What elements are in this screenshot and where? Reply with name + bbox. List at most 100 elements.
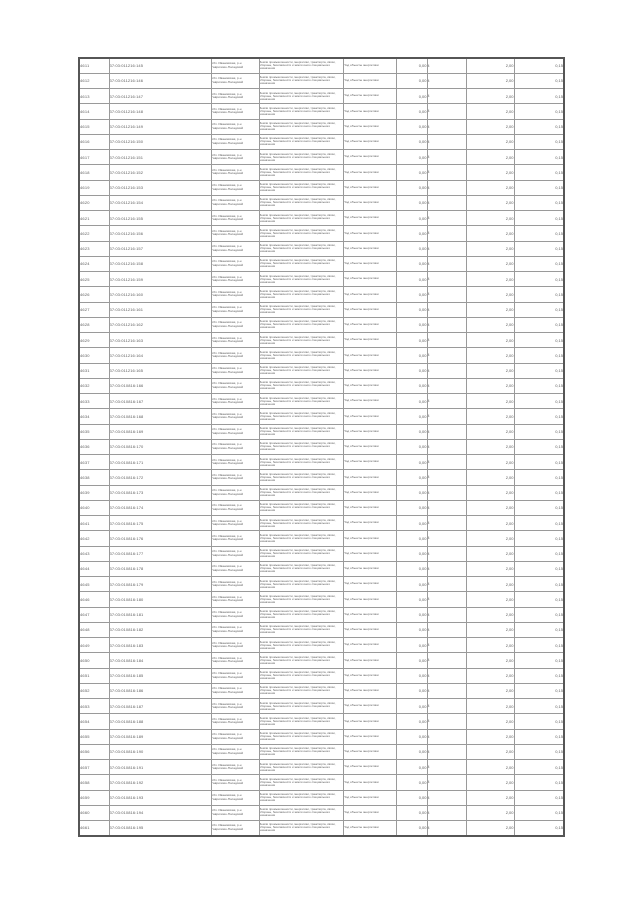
- value-2-cell: 2,00: [465, 621, 515, 639]
- cadastral-number-cell: 37:03:011216:165: [108, 362, 212, 379]
- value-2-cell: 2,00: [465, 347, 515, 364]
- cadastral-number-cell: 37:03:011216:154: [108, 194, 212, 212]
- cadastral-number-cell: 37:03:010816:180: [108, 591, 212, 608]
- table-row: 4643 37:03:010816:177 обл. Ивановская, р-н…: [78, 545, 565, 562]
- value-2-cell: 2,00: [465, 87, 515, 105]
- location-cell: обл. Ивановская, р-н Гаврилово-Посадский: [210, 530, 260, 547]
- permitted-use-cell: Под объекты энергетики: [342, 667, 397, 684]
- value-2-cell: 2,00: [465, 682, 515, 700]
- permitted-use-cell: Под объекты энергетики: [342, 225, 397, 242]
- footnote-cell: 4: [426, 728, 467, 745]
- land-category-cell: Земли промышленности, энергетики, трансп…: [258, 362, 344, 379]
- value-1-cell: 0,00: [395, 347, 428, 364]
- value-2-cell: 2,00: [465, 72, 515, 90]
- table-row: 4615 37:03:011216:149 обл. Ивановская, р-н…: [78, 118, 565, 135]
- location-cell: обл. Ивановская, р-н Гаврилово-Посадский: [210, 148, 260, 166]
- row-number-cell: 4632: [78, 377, 110, 395]
- footnote-cell: 4: [426, 636, 467, 654]
- value-3-cell: 0,15: [513, 316, 565, 334]
- footnote-cell: 4: [426, 819, 467, 837]
- permitted-use-cell: Под объекты энергетики: [342, 758, 397, 776]
- land-category-cell: Земли промышленности, энергетики, трансп…: [258, 347, 344, 364]
- footnote-cell: 4: [426, 392, 467, 410]
- cadastral-number-cell: 37:03:011216:156: [108, 225, 212, 242]
- row-number-cell: 4614: [78, 103, 110, 120]
- value-3-cell: 0,15: [513, 392, 565, 410]
- value-1-cell: 0,00: [395, 606, 428, 623]
- cadastral-number-cell: 37:03:010816:176: [108, 530, 212, 547]
- location-cell: обл. Ивановская, р-н Гаврилово-Посадский: [210, 804, 260, 822]
- value-3-cell: 0,15: [513, 301, 565, 318]
- permitted-use-cell: Под объекты энергетики: [342, 514, 397, 532]
- value-3-cell: 0,15: [513, 164, 565, 181]
- footnote-cell: 4: [426, 591, 467, 608]
- row-number-cell: 4634: [78, 408, 110, 425]
- table-row: 4627 37:03:011216:161 обл. Ивановская, р-н…: [78, 301, 565, 318]
- value-3-cell: 0,15: [513, 545, 565, 562]
- value-2-cell: 2,00: [465, 514, 515, 532]
- row-number-cell: 4619: [78, 179, 110, 196]
- value-2-cell: 2,00: [465, 545, 515, 562]
- table-row: 4631 37:03:011216:165 обл. Ивановская, р-н…: [78, 362, 565, 379]
- value-2-cell: 2,00: [465, 530, 515, 547]
- value-2-cell: 2,00: [465, 636, 515, 654]
- location-cell: обл. Ивановская, р-н Гаврилово-Посадский: [210, 789, 260, 806]
- row-number-cell: 4646: [78, 591, 110, 608]
- location-cell: обл. Ивановская, р-н Гаврилово-Посадский: [210, 819, 260, 837]
- table-row: 4660 37:03:010816:194 обл. Ивановская, р-н…: [78, 804, 565, 822]
- land-category-cell: Земли промышленности, энергетики, трансп…: [258, 164, 344, 181]
- value-1-cell: 0,00: [395, 530, 428, 547]
- value-2-cell: 2,00: [465, 713, 515, 730]
- permitted-use-cell: Под объекты энергетики: [342, 270, 397, 288]
- location-cell: обл. Ивановская, р-н Гаврилово-Посадский: [210, 225, 260, 242]
- row-number-cell: 4617: [78, 148, 110, 166]
- value-1-cell: 0,00: [395, 301, 428, 318]
- value-1-cell: 0,00: [395, 331, 428, 349]
- row-number-cell: 4654: [78, 713, 110, 730]
- value-3-cell: 0,15: [513, 560, 565, 578]
- permitted-use-cell: Под объекты энергетики: [342, 118, 397, 135]
- table-row: 4628 37:03:011216:162 обл. Ивановская, р-н…: [78, 316, 565, 334]
- permitted-use-cell: Под объекты энергетики: [342, 545, 397, 562]
- value-3-cell: 0,15: [513, 621, 565, 639]
- row-number-cell: 4626: [78, 286, 110, 303]
- row-number-cell: 4660: [78, 804, 110, 822]
- footnote-cell: 4: [426, 713, 467, 730]
- land-category-cell: Земли промышленности, энергетики, трансп…: [258, 697, 344, 715]
- table-row: 4656 37:03:010816:190 обл. Ивановская, р-н…: [78, 743, 565, 761]
- value-1-cell: 0,00: [395, 209, 428, 227]
- location-cell: обл. Ивановская, р-н Гаврилово-Посадский: [210, 179, 260, 196]
- cadastral-number-cell: 37:03:011216:145: [108, 57, 212, 74]
- footnote-cell: 4: [426, 118, 467, 135]
- permitted-use-cell: Под объекты энергетики: [342, 499, 397, 517]
- location-cell: обл. Ивановская, р-н Гаврилово-Посадский: [210, 514, 260, 532]
- row-number-cell: 4622: [78, 225, 110, 242]
- land-category-cell: Земли промышленности, энергетики, трансп…: [258, 377, 344, 395]
- footnote-cell: 4: [426, 209, 467, 227]
- footnote-cell: 4: [426, 87, 467, 105]
- location-cell: обл. Ивановская, р-н Гаврилово-Посадский: [210, 194, 260, 212]
- value-2-cell: 2,00: [465, 408, 515, 425]
- footnote-cell: 4: [426, 347, 467, 364]
- cadastral-number-cell: 37:03:011216:155: [108, 209, 212, 227]
- permitted-use-cell: Под объекты энергетики: [342, 194, 397, 212]
- row-number-cell: 4659: [78, 789, 110, 806]
- row-number-cell: 4615: [78, 118, 110, 135]
- permitted-use-cell: Под объекты энергетики: [342, 591, 397, 608]
- value-2-cell: 2,00: [465, 331, 515, 349]
- footnote-cell: 4: [426, 103, 467, 120]
- permitted-use-cell: Под объекты энергетики: [342, 636, 397, 654]
- permitted-use-cell: Под объекты энергетики: [342, 652, 397, 669]
- value-1-cell: 0,00: [395, 316, 428, 334]
- permitted-use-cell: Под объекты энергетики: [342, 255, 397, 273]
- table-row: 4652 37:03:010816:186 обл. Ивановская, р-н…: [78, 682, 565, 700]
- location-cell: обл. Ивановская, р-н Гаврилово-Посадский: [210, 103, 260, 120]
- value-1-cell: 0,00: [395, 499, 428, 517]
- location-cell: обл. Ивановская, р-н Гаврилово-Посадский: [210, 347, 260, 364]
- land-category-cell: Земли промышленности, энергетики, трансп…: [258, 408, 344, 425]
- value-3-cell: 0,15: [513, 697, 565, 715]
- land-category-cell: Земли промышленности, энергетики, трансп…: [258, 545, 344, 562]
- permitted-use-cell: Под объекты энергетики: [342, 560, 397, 578]
- value-1-cell: 0,00: [395, 255, 428, 273]
- location-cell: обл. Ивановская, р-н Гаврилово-Посадский: [210, 209, 260, 227]
